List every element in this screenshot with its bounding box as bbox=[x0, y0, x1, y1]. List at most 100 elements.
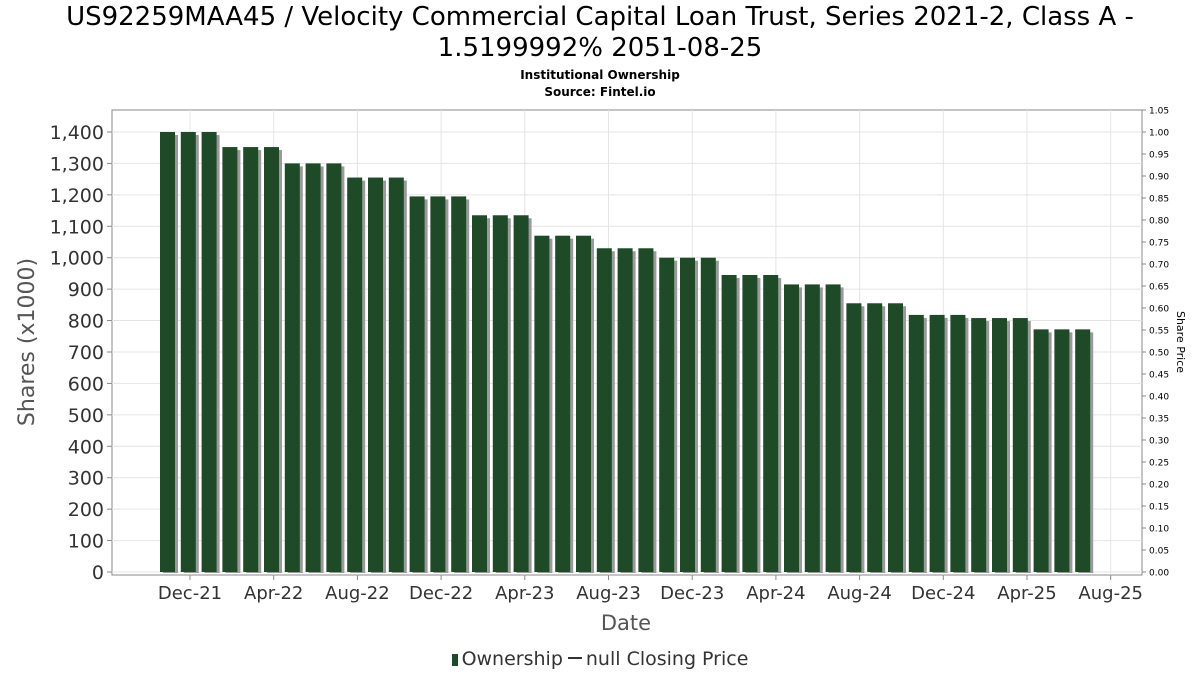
ownership-bar bbox=[867, 303, 883, 572]
ownership-bar bbox=[201, 131, 217, 573]
y-tick-label: 100 bbox=[68, 531, 104, 553]
x-tick-label: Aug-22 bbox=[325, 583, 390, 604]
ownership-bar bbox=[326, 163, 342, 572]
y2-axis-label: Share Price bbox=[1174, 311, 1187, 373]
x-tick-label: Aug-24 bbox=[827, 583, 892, 604]
price-legend-line bbox=[567, 657, 582, 659]
y2-tick-label: 0.35 bbox=[1149, 415, 1169, 425]
y-tick-label: 1,200 bbox=[50, 185, 104, 207]
y-axis-label: Shares (x1000) bbox=[15, 258, 40, 426]
y2-tick-label: 0.90 bbox=[1149, 173, 1169, 183]
y2-tick-label: 0.45 bbox=[1149, 371, 1169, 381]
ownership-bar bbox=[680, 257, 695, 572]
ownership-legend-label: Ownership bbox=[461, 648, 563, 670]
y-tick-label: 1,100 bbox=[50, 216, 104, 238]
ownership-bar bbox=[700, 257, 716, 572]
x-tick-label: Apr-24 bbox=[746, 583, 805, 604]
ownership-bar bbox=[451, 196, 467, 572]
y2-tick-label: 0.15 bbox=[1149, 503, 1169, 513]
price-legend-label: null Closing Price bbox=[585, 648, 749, 670]
x-axis: Dec-21 Apr-22 Aug-22 Dec-22 Apr-23 Aug-23 Dec-… bbox=[158, 575, 1143, 604]
ownership-bar bbox=[617, 248, 633, 572]
ownership-bar bbox=[1012, 318, 1028, 572]
ownership-bar bbox=[1033, 329, 1049, 572]
y2-tick-label: 0.05 bbox=[1149, 547, 1169, 557]
bars bbox=[160, 131, 1094, 574]
y-tick-label: 600 bbox=[68, 373, 104, 395]
ownership-bar bbox=[784, 284, 799, 572]
y2-tick-label: 1.05 bbox=[1149, 107, 1169, 117]
y2-tick-label: 0.80 bbox=[1149, 217, 1169, 227]
y-tick-label: 200 bbox=[68, 499, 104, 521]
x-tick-label: Aug-25 bbox=[1078, 583, 1143, 604]
y2-tick-label: 0.25 bbox=[1149, 459, 1169, 469]
ownership-chart: 0 100 200 300 400 500 600 700 800 900 1,000 1,100 1,… bbox=[15, 107, 1187, 636]
x-tick-label: Dec-24 bbox=[911, 583, 975, 604]
ownership-bar bbox=[929, 314, 945, 572]
y-tick-label: 400 bbox=[68, 436, 104, 458]
y2-tick-label: 0.55 bbox=[1149, 327, 1169, 337]
y-tick-label: 900 bbox=[68, 279, 104, 301]
ownership-bar bbox=[888, 303, 903, 572]
chart-title: US92259MAA45 / Velocity Commercial Capit… bbox=[66, 2, 1134, 63]
ownership-bar bbox=[243, 147, 259, 572]
y-tick-label: 700 bbox=[68, 342, 104, 364]
ownership-bar bbox=[825, 284, 841, 572]
ownership-bar bbox=[492, 215, 508, 572]
ownership-bar bbox=[472, 215, 487, 572]
ownership-bar bbox=[409, 196, 425, 572]
y2-tick-label: 0.95 bbox=[1149, 151, 1169, 161]
ownership-bar bbox=[368, 177, 383, 572]
y2-tick-label: 0.60 bbox=[1149, 305, 1169, 315]
y2-tick-label: 0.40 bbox=[1149, 393, 1169, 403]
ownership-bar bbox=[305, 163, 321, 572]
chart-source: Source: Fintel.io bbox=[544, 85, 656, 99]
y2-tick-label: 0.10 bbox=[1149, 525, 1169, 535]
ownership-bar bbox=[513, 215, 529, 572]
ownership-bar bbox=[264, 147, 279, 572]
ownership-bar bbox=[950, 314, 966, 572]
ownership-bar bbox=[971, 318, 987, 572]
ownership-bar bbox=[846, 303, 862, 572]
ownership-bar bbox=[388, 177, 404, 572]
y-tick-label: 300 bbox=[68, 468, 104, 490]
y2-tick-label: 0.30 bbox=[1149, 437, 1169, 447]
y-tick-label: 800 bbox=[68, 311, 104, 333]
ownership-bar bbox=[804, 284, 820, 572]
ownership-bar bbox=[763, 274, 779, 572]
x-tick-label: Aug-23 bbox=[576, 583, 641, 604]
ownership-bar bbox=[659, 257, 675, 572]
ownership-bar bbox=[1075, 329, 1091, 572]
x-tick-label: Dec-23 bbox=[660, 583, 724, 604]
ownership-bar bbox=[576, 235, 591, 572]
x-tick-label: Apr-25 bbox=[997, 583, 1056, 604]
x-tick-label: Dec-22 bbox=[409, 583, 473, 604]
y-tick-label: 0 bbox=[92, 562, 104, 584]
ownership-bar bbox=[992, 318, 1007, 572]
y2-tick-label: 0.85 bbox=[1149, 195, 1169, 205]
ownership-bar bbox=[347, 177, 363, 572]
y-axis: 0 100 200 300 400 500 600 700 800 900 1,000 1,100 1,… bbox=[50, 122, 112, 584]
y2-axis: 0.00 0.05 0.10 0.15 0.20 0.25 0.30 0.35 0.40 0.45… bbox=[1142, 107, 1169, 579]
y-tick-label: 1,400 bbox=[50, 122, 104, 144]
y2-tick-label: 0.70 bbox=[1149, 261, 1169, 271]
x-axis-label: Date bbox=[601, 611, 651, 635]
ownership-bar bbox=[742, 274, 758, 572]
x-tick-label: Dec-21 bbox=[158, 583, 222, 604]
ownership-bar bbox=[222, 147, 238, 572]
ownership-bar bbox=[908, 314, 924, 572]
chart-subtitle: Institutional Ownership bbox=[520, 68, 680, 82]
ownership-bar bbox=[721, 274, 737, 572]
legend: Ownership null Closing Price bbox=[0, 648, 1200, 670]
ownership-legend-swatch bbox=[451, 654, 458, 666]
ownership-bar bbox=[1054, 329, 1070, 572]
ownership-bar bbox=[430, 196, 446, 572]
y2-tick-label: 0.00 bbox=[1149, 569, 1169, 579]
y2-tick-label: 1.00 bbox=[1149, 129, 1169, 139]
y2-tick-label: 0.50 bbox=[1149, 349, 1169, 359]
x-tick-label: Apr-22 bbox=[244, 583, 303, 604]
ownership-bar bbox=[555, 235, 571, 572]
ownership-bar bbox=[160, 131, 175, 573]
y2-tick-label: 0.65 bbox=[1149, 283, 1169, 293]
y-tick-label: 500 bbox=[68, 405, 104, 427]
